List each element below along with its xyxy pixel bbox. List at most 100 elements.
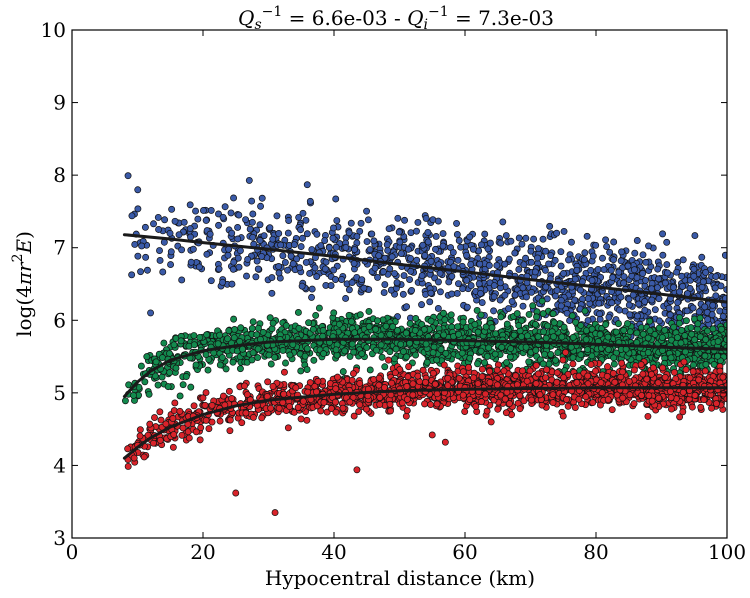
scatter-point [423,358,431,366]
scatter-point [142,253,150,261]
scatter-point [382,322,390,330]
scatter-point [171,217,179,225]
scatter-point [330,224,337,232]
scatter-point [219,213,227,221]
scatter-point [269,319,277,327]
scatter-point [702,361,710,368]
scatter-point [545,360,553,368]
scatter-point [143,266,151,274]
scatter-point [453,231,461,238]
scatter-point [192,207,200,215]
scatter-point [208,418,216,426]
y-axis-label: log(4πr2E) [10,231,36,337]
scatter-point [639,269,647,277]
scatter-point [348,279,356,287]
scatter-point [457,243,465,251]
scatter-point [356,227,364,235]
scatter-point [620,273,628,281]
scatter-point [258,414,266,422]
scatter-point [299,209,307,217]
scatter-point [275,263,283,270]
scatter-point [412,314,420,322]
scatter-point [577,351,585,359]
scatter-point [170,341,178,349]
scatter-point [228,395,236,402]
scatter-point [308,285,316,293]
scatter-point [557,248,565,256]
scatter-point [228,280,236,288]
scatter-point [478,398,485,406]
scatter-point [294,309,302,316]
scatter-point [356,401,364,409]
scatter-point [697,403,705,411]
scatter-point [258,194,266,202]
scatter-point [505,305,512,312]
scatter-point [308,246,316,253]
scatter-point [476,260,484,268]
scatter-point [546,222,554,230]
scatter-point [277,241,285,249]
scatter-point [386,265,394,273]
title-qs-sub: s [254,17,261,33]
scatter-point [315,304,323,312]
scatter-point [268,325,276,333]
scatter-point [463,251,471,259]
scatter-point [214,340,222,348]
scatter-point [244,255,252,263]
scatter-point [604,346,612,353]
scatter-point [702,336,710,343]
scatter-point [350,348,358,356]
scatter-point [538,297,546,305]
scatter-point [422,340,430,348]
scatter-point [338,276,346,283]
scatter-point [584,317,592,325]
scatter-point [168,205,176,213]
scatter-point [154,381,162,389]
scatter-point [368,230,376,238]
scatter-point [519,302,527,310]
scatter-point [412,351,420,359]
scatter-point [696,314,704,322]
scatter-point [534,245,542,253]
scatter-point [529,302,537,310]
scatter-point [158,373,166,381]
scatter-point [645,242,652,250]
scatter-point [234,254,242,262]
scatter-point [249,210,257,218]
scatter-point [311,264,319,272]
scatter-point [493,366,501,374]
scatter-point [381,363,389,371]
scatter-point [249,318,257,326]
scatter-point [484,245,492,253]
scatter-point [681,332,689,340]
scatter-point [411,327,419,334]
scatter-point [492,330,500,338]
scatter-point [455,330,463,338]
scatter-point [465,363,473,371]
scatter-point [473,306,481,314]
scatter-point [179,424,187,432]
scatter-point [124,172,132,180]
scatter-point [527,247,535,255]
scatter-point [712,292,720,300]
scatter-point [491,350,499,358]
scatter-point [205,425,213,433]
scatter-point [522,234,530,242]
scatter-point [230,315,238,323]
scatter-point [249,233,257,241]
scatter-point [376,401,384,409]
scatter-point [303,345,311,353]
scatter-point [164,383,172,391]
scatter-point [523,293,530,301]
scatter-point [571,275,579,283]
scatter-point [550,319,558,327]
scatter-point [190,402,198,410]
ylabel-post: ) [12,231,36,239]
scatter-point [522,343,530,351]
scatter-point [341,347,349,355]
scatter-point [624,320,631,328]
scatter-point [424,238,432,246]
scatter-point [413,256,421,264]
scatter-point [518,333,525,341]
scatter-point [175,231,183,239]
